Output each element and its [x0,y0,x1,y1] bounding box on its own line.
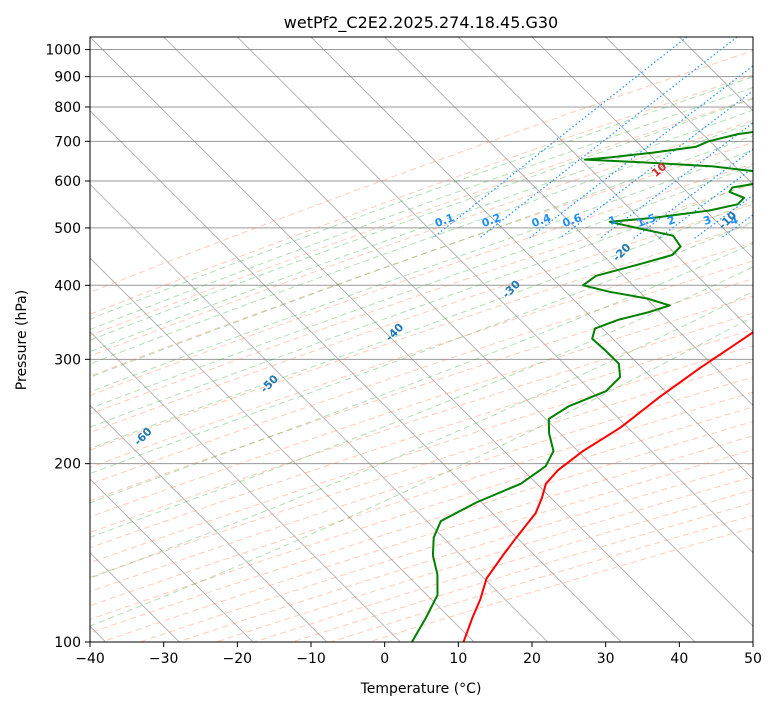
x-tick-label: 20 [523,651,541,667]
y-tick-label: 400 [54,278,81,294]
x-tick-label: 50 [744,651,762,667]
y-tick-label: 900 [54,70,81,86]
x-axis-title: Temperature (°C) [360,681,482,697]
y-tick-label: 300 [54,352,81,368]
x-tick-label: 40 [670,651,688,667]
y-axis-title: Pressure (hPa) [14,290,30,390]
y-tick-label: 200 [54,457,81,473]
x-tick-label: 30 [597,651,615,667]
y-tick-label: 600 [54,174,81,190]
x-tick-label: −10 [296,651,326,667]
y-tick-label: 500 [54,221,81,237]
y-tick-label: 100 [54,635,81,651]
y-tick-label: 1000 [45,43,81,59]
y-tick-label: 700 [54,134,81,150]
x-tick-label: −40 [75,651,105,667]
y-tick-label: 800 [54,100,81,116]
x-tick-label: 0 [380,651,389,667]
chart-title: wetPf2_C2E2.2025.274.18.45.G30 [284,13,558,33]
x-tick-label: 10 [449,651,467,667]
x-tick-label: −20 [223,651,253,667]
x-tick-label: −30 [149,651,179,667]
